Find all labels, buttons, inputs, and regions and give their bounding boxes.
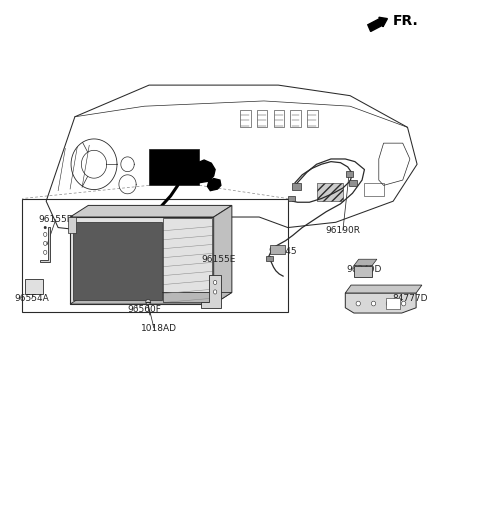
Bar: [349, 180, 357, 186]
Polygon shape: [70, 205, 232, 217]
Bar: [288, 196, 295, 202]
Bar: [70, 217, 214, 304]
Ellipse shape: [386, 301, 391, 306]
Polygon shape: [354, 259, 377, 266]
Ellipse shape: [44, 241, 47, 245]
Polygon shape: [207, 178, 221, 190]
Text: 96240D: 96240D: [347, 265, 382, 274]
Text: 84777D: 84777D: [392, 294, 428, 303]
Ellipse shape: [44, 226, 47, 229]
Bar: [290, 111, 301, 127]
Ellipse shape: [44, 250, 47, 254]
Bar: [68, 217, 76, 233]
Bar: [240, 111, 251, 127]
Bar: [163, 218, 212, 303]
Text: 96545: 96545: [269, 247, 298, 256]
Polygon shape: [201, 275, 221, 308]
Ellipse shape: [214, 290, 217, 294]
Text: 96155E: 96155E: [201, 255, 236, 264]
Bar: [149, 150, 199, 185]
Polygon shape: [345, 285, 422, 293]
Bar: [274, 111, 284, 127]
Ellipse shape: [372, 301, 376, 306]
Text: 96560F: 96560F: [127, 305, 161, 314]
Polygon shape: [345, 293, 416, 313]
Bar: [22, 198, 288, 312]
Bar: [257, 111, 267, 127]
Bar: [386, 298, 400, 309]
Ellipse shape: [356, 301, 360, 306]
Bar: [292, 183, 301, 189]
Bar: [317, 183, 343, 201]
Polygon shape: [196, 160, 215, 183]
Polygon shape: [70, 293, 232, 304]
Ellipse shape: [146, 299, 151, 305]
FancyArrow shape: [368, 17, 387, 31]
Bar: [24, 279, 43, 294]
Polygon shape: [40, 226, 50, 262]
Ellipse shape: [121, 253, 132, 262]
Text: 96554A: 96554A: [14, 294, 49, 303]
Text: 1018AD: 1018AD: [141, 324, 177, 333]
Text: 96190R: 96190R: [325, 226, 360, 235]
Text: FR.: FR.: [393, 14, 419, 28]
Polygon shape: [214, 205, 232, 304]
Ellipse shape: [402, 301, 406, 306]
Bar: [270, 245, 285, 254]
Bar: [354, 266, 372, 277]
Bar: [266, 256, 273, 261]
Bar: [307, 111, 318, 127]
Bar: [73, 222, 162, 300]
Text: 96155D: 96155D: [38, 215, 73, 224]
Ellipse shape: [44, 232, 47, 236]
Ellipse shape: [214, 280, 217, 285]
Bar: [364, 183, 384, 196]
Bar: [346, 171, 353, 177]
